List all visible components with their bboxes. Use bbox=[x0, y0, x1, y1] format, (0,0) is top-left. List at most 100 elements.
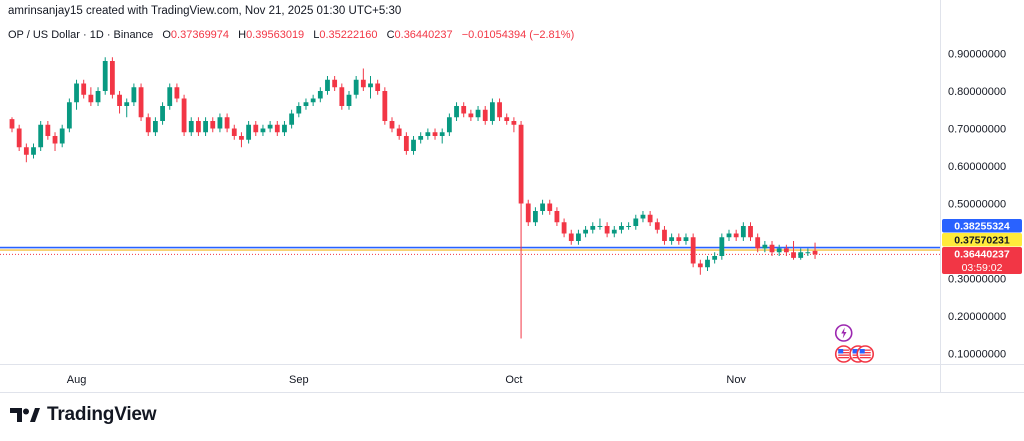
candle-body bbox=[633, 218, 639, 226]
price-tag-value: 0.36440237 bbox=[954, 249, 1010, 261]
candle-body bbox=[289, 113, 295, 125]
candle-body bbox=[52, 136, 58, 144]
low-value: 0.35222160 bbox=[319, 29, 378, 41]
y-tick-label: 0.10000000 bbox=[948, 349, 1006, 361]
price-tag-bg bbox=[942, 219, 1022, 233]
candle-body bbox=[432, 132, 438, 136]
candle-body bbox=[117, 94, 122, 106]
candle-body bbox=[382, 91, 388, 121]
candle-body bbox=[805, 252, 811, 254]
candle-body bbox=[762, 244, 768, 249]
candle-body bbox=[626, 226, 632, 227]
candle-body bbox=[23, 147, 29, 155]
candle-body bbox=[217, 117, 223, 129]
high-value: 0.39563019 bbox=[246, 29, 305, 41]
candle-body bbox=[454, 106, 459, 118]
us-flag-icon[interactable] bbox=[856, 345, 875, 363]
candle-body bbox=[791, 252, 796, 258]
candle-body bbox=[332, 79, 338, 88]
candle-body bbox=[518, 124, 524, 204]
candle-body bbox=[95, 91, 101, 103]
candle-body bbox=[188, 121, 194, 133]
symbol-name: OP / US Dollar · 1D · Binance bbox=[8, 29, 154, 41]
x-tick-label: Oct bbox=[505, 374, 522, 386]
candle-body bbox=[389, 121, 395, 129]
candle-body bbox=[798, 252, 804, 258]
candle-body bbox=[160, 106, 165, 121]
candle-body bbox=[181, 98, 187, 133]
candle-body bbox=[590, 226, 596, 230]
candle-body bbox=[196, 121, 201, 133]
candle-body bbox=[468, 113, 474, 118]
candle-body bbox=[231, 128, 237, 136]
candle-body bbox=[705, 259, 710, 268]
candle-body bbox=[246, 124, 252, 140]
candle-body bbox=[267, 124, 273, 129]
candle-body bbox=[174, 87, 180, 99]
candle-body bbox=[74, 83, 79, 103]
lightning-icon[interactable] bbox=[834, 324, 853, 342]
candle-body bbox=[482, 109, 488, 121]
candle-body bbox=[461, 106, 467, 114]
candle-body bbox=[9, 119, 15, 129]
y-tick-label: 0.50000000 bbox=[948, 199, 1006, 211]
candle-body bbox=[346, 94, 352, 106]
candle-body bbox=[561, 222, 567, 234]
countdown-text: 03:59:02 bbox=[962, 262, 1003, 274]
candle-body bbox=[525, 203, 531, 223]
candle-body bbox=[339, 87, 345, 106]
candle-body bbox=[568, 233, 574, 241]
candle-body bbox=[576, 233, 581, 241]
candle-body bbox=[224, 117, 230, 129]
candle-body bbox=[145, 117, 151, 133]
y-tick-label: 0.20000000 bbox=[948, 311, 1006, 323]
open-value: 0.37369974 bbox=[170, 29, 230, 41]
candle-body bbox=[683, 237, 689, 241]
candle-body bbox=[303, 102, 309, 106]
candle-body bbox=[16, 128, 22, 148]
y-tick-label: 0.30000000 bbox=[948, 274, 1006, 286]
candle-body bbox=[662, 229, 667, 241]
change-value: −0.01054394 (−2.81%) bbox=[461, 29, 575, 41]
candle-body bbox=[611, 229, 617, 234]
x-tick-label: Sep bbox=[289, 374, 309, 386]
symbol-legend: OP / US Dollar · 1D · Binance O0.3736997… bbox=[8, 29, 574, 41]
price-tag-bg bbox=[942, 233, 1022, 247]
open-label: O bbox=[162, 29, 171, 41]
candle-body bbox=[239, 136, 244, 140]
x-tick-label: Nov bbox=[726, 374, 746, 386]
candle-body bbox=[353, 79, 359, 95]
candle-body bbox=[88, 94, 94, 103]
candle-body bbox=[403, 136, 409, 151]
candle-body bbox=[748, 226, 753, 238]
candle-body bbox=[368, 83, 373, 88]
tradingview-logo: TradingView bbox=[10, 404, 157, 426]
candle-body bbox=[131, 87, 137, 103]
candle-body bbox=[640, 214, 646, 219]
candle-body bbox=[203, 121, 208, 133]
candle-body bbox=[597, 226, 603, 227]
candle-body bbox=[418, 136, 424, 140]
candle-body bbox=[511, 121, 517, 125]
y-tick-label: 0.60000000 bbox=[948, 161, 1006, 173]
candle-body bbox=[497, 102, 502, 118]
candle-body bbox=[59, 128, 65, 144]
candle-body bbox=[604, 226, 610, 234]
low-label: L bbox=[313, 29, 320, 41]
candle-body bbox=[783, 248, 789, 253]
price-tag: 0.38255324 bbox=[942, 219, 1022, 233]
candle-body bbox=[66, 102, 72, 129]
candle-body bbox=[274, 124, 280, 133]
candle-body bbox=[697, 263, 703, 268]
candle-body bbox=[439, 132, 445, 136]
candle-body bbox=[31, 147, 36, 155]
candle-body bbox=[726, 233, 732, 238]
candle-body bbox=[210, 121, 216, 129]
candle-body bbox=[740, 226, 746, 238]
candle-body bbox=[619, 226, 624, 230]
y-tick-label: 0.80000000 bbox=[948, 86, 1006, 98]
close-value: 0.36440237 bbox=[394, 29, 453, 41]
candle-body bbox=[533, 211, 538, 223]
